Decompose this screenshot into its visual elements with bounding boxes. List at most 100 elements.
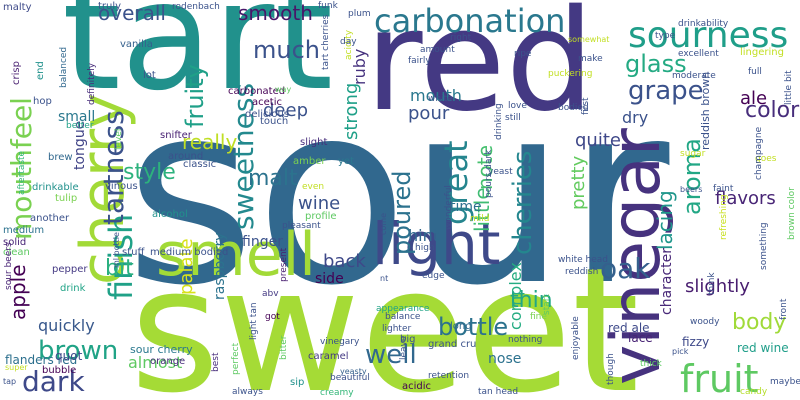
word: excellent	[678, 49, 719, 59]
word: front	[779, 298, 789, 320]
word: quite	[575, 130, 621, 151]
word: love	[508, 101, 527, 111]
word: style	[123, 160, 176, 185]
word: lingering	[740, 47, 784, 58]
word: lot	[143, 70, 156, 81]
word: ale	[740, 88, 768, 109]
word: little bit	[784, 70, 794, 105]
word: oak	[600, 252, 651, 285]
word: way	[275, 85, 292, 94]
word: funk	[318, 1, 338, 11]
word: sour cherry	[130, 343, 193, 356]
word: red ale	[608, 321, 650, 335]
word: classic	[183, 159, 217, 170]
word: sip	[290, 377, 305, 388]
word: touch	[260, 116, 289, 127]
word: appearance	[376, 304, 430, 314]
word: bit	[105, 256, 134, 281]
word: body	[732, 310, 787, 335]
word: drinkability	[678, 19, 729, 29]
word: solid	[3, 237, 27, 248]
word: time	[450, 199, 482, 215]
word: color	[745, 98, 800, 123]
word: well	[365, 340, 417, 370]
word: malt	[248, 166, 298, 191]
word: puckering	[548, 69, 593, 79]
word: sour beers	[4, 242, 14, 290]
word: bubble	[42, 365, 77, 376]
word: finger	[242, 234, 283, 250]
word: retention	[428, 371, 470, 381]
word: though	[606, 353, 616, 385]
word: stuff	[122, 247, 145, 258]
word: pour	[408, 103, 450, 124]
word: mild	[470, 214, 490, 224]
word: rodenbach	[172, 2, 220, 12]
word: quickly	[38, 316, 95, 335]
word: hop	[33, 96, 52, 107]
word: much	[253, 36, 320, 64]
word: another	[30, 213, 70, 224]
word: bodied	[558, 103, 589, 113]
word: something	[759, 222, 769, 270]
word: glass	[625, 50, 687, 78]
word: lace	[628, 331, 653, 345]
word: carbonated	[228, 86, 286, 97]
word: high	[415, 243, 435, 253]
word: fruit	[680, 357, 759, 400]
word: woody	[690, 317, 720, 327]
word: tap	[3, 377, 17, 386]
word: acetic	[252, 97, 282, 108]
word: snifter	[160, 130, 192, 141]
word: edge	[422, 271, 445, 281]
word: beautiful	[330, 373, 370, 383]
word: pours dark	[484, 149, 494, 198]
word: overall	[98, 1, 166, 25]
word: wonderful	[444, 185, 454, 230]
word: day	[340, 37, 357, 47]
word: thick	[640, 359, 662, 369]
word: yeast	[488, 167, 513, 177]
word: raspberry	[212, 232, 228, 300]
word: brew	[48, 152, 73, 163]
word: refreshing	[719, 194, 729, 240]
word: plum	[348, 9, 371, 19]
word: drinking	[494, 103, 504, 140]
word: creamy	[320, 388, 354, 398]
word: mouth	[410, 86, 462, 105]
word: lighter	[382, 324, 412, 334]
word: better	[66, 121, 94, 131]
word: fizzy	[682, 335, 710, 349]
word: present	[279, 247, 289, 282]
word: tulip	[55, 193, 78, 204]
word: amount	[420, 45, 455, 55]
word: light tan	[249, 302, 259, 340]
word: really	[182, 130, 238, 154]
word: ruby	[350, 48, 369, 85]
word: level	[114, 128, 124, 150]
word: orange	[150, 356, 186, 367]
word: dark	[22, 365, 85, 398]
word: tart	[62, 0, 334, 124]
word: abv	[262, 289, 279, 299]
word: sugar	[680, 149, 706, 159]
word: carbonation	[374, 2, 566, 40]
word: candy	[740, 387, 768, 397]
word: smooth	[238, 1, 313, 25]
word: almost	[128, 353, 183, 372]
word: drink	[60, 283, 86, 294]
word: always	[232, 387, 263, 397]
word: somewhat	[568, 35, 610, 44]
word: definitely	[87, 62, 97, 105]
word: best	[211, 352, 221, 372]
word: super	[5, 363, 28, 372]
word: alcohol	[152, 209, 188, 220]
word: white	[428, 94, 453, 104]
word: delicious	[245, 109, 289, 120]
word: make	[578, 54, 603, 64]
word: pick	[672, 347, 689, 356]
word: dry	[622, 108, 649, 127]
word: sour	[125, 49, 670, 340]
word: maybe	[770, 377, 800, 387]
word: reddish	[565, 267, 599, 277]
